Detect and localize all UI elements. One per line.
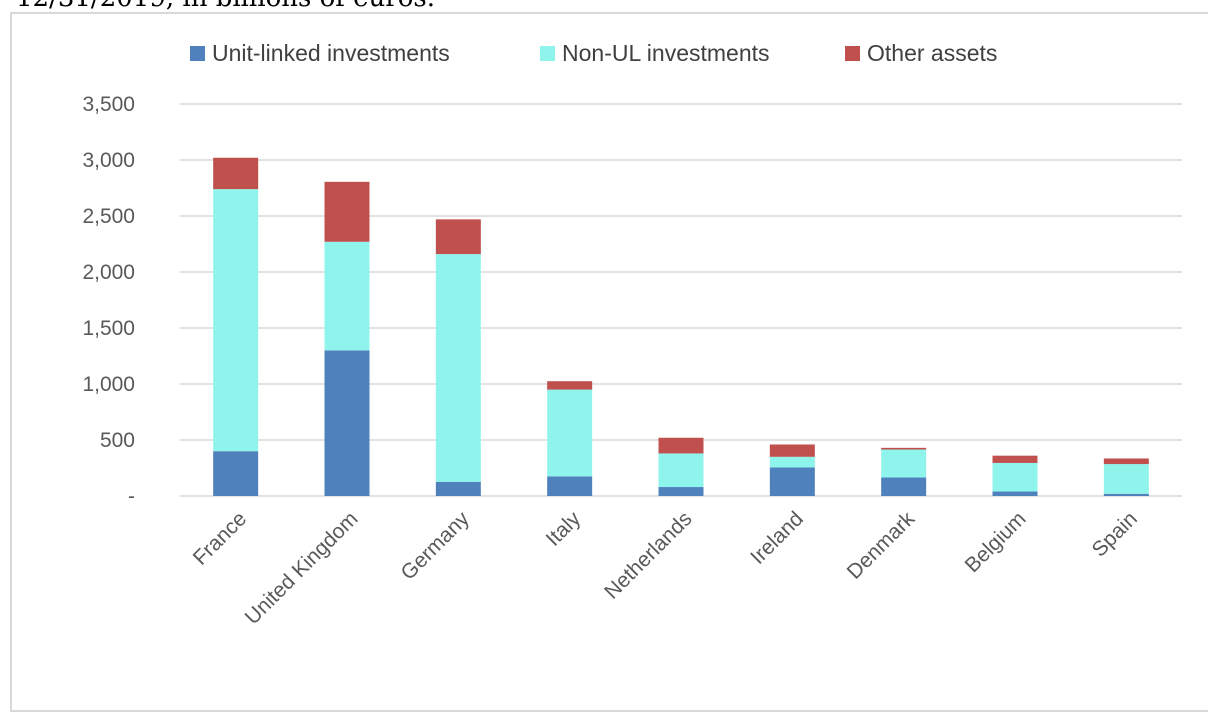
legend-swatch [540, 46, 555, 61]
bar-segment [547, 381, 593, 390]
bar-segment [213, 451, 259, 496]
y-tick-label: 2,000 [82, 261, 135, 284]
legend-label: Non-UL investments [562, 40, 770, 66]
bar-segment [658, 437, 704, 454]
x-tick-label: Belgium [961, 507, 1031, 577]
bar-segment [435, 219, 481, 255]
y-tick-label: 1,000 [82, 373, 135, 396]
bar-segment [213, 157, 259, 190]
legend-label: Other assets [867, 40, 997, 66]
legend: Unit-linked investments Non-UL investment… [190, 40, 997, 66]
bar-segment [547, 389, 593, 477]
bar-segment [992, 455, 1038, 463]
y-tick-label: - [128, 485, 135, 508]
x-tick-label: Ireland [746, 507, 808, 569]
bar-segment [1103, 464, 1149, 494]
y-tick-label: 1,500 [82, 317, 135, 340]
bar-segment [435, 482, 481, 496]
bars [213, 157, 1149, 496]
bar-segment [881, 449, 927, 478]
stacked-bar-chart: - 500 1,000 1,500 2,000 2,500 3,000 3,500 Franc… [82, 40, 1182, 629]
y-tick-label: 3,000 [82, 149, 135, 172]
x-tick-label: Denmark [843, 507, 920, 584]
bar-segment [547, 476, 593, 496]
x-tick-label: Germany [397, 507, 475, 585]
bar-segment [1103, 493, 1149, 496]
bar-segment [1103, 458, 1149, 465]
bar-segment [324, 181, 370, 242]
figure-caption: 12/31/2019, in billions of euros. [16, 0, 916, 18]
legend-swatch [845, 46, 860, 61]
bar-segment [324, 350, 370, 496]
bar-segment [992, 491, 1038, 496]
bar-segment [881, 477, 927, 496]
legend-swatch [190, 46, 205, 61]
bar-segment [658, 487, 704, 496]
x-tick-label: United Kingdom [241, 507, 363, 629]
bar-segment [769, 467, 815, 496]
x-tick-label: Netherlands [600, 507, 696, 603]
bar-segment [435, 254, 481, 482]
bar-segment [769, 444, 815, 457]
bar-segment [881, 447, 927, 450]
x-tick-label: Italy [542, 507, 586, 551]
bar-segment [658, 453, 704, 488]
y-tick-label: 3,500 [82, 93, 135, 116]
legend-label: Unit-linked investments [212, 40, 450, 66]
x-tick-label: France [189, 507, 251, 569]
bar-segment [213, 189, 259, 452]
bar-segment [992, 462, 1038, 492]
y-tick-label: 2,500 [82, 205, 135, 228]
bar-segment [324, 241, 370, 351]
bar-segment [769, 456, 815, 468]
y-tick-label: 500 [100, 429, 135, 452]
x-tick-label: Spain [1088, 507, 1142, 561]
y-axis-ticks: - 500 1,000 1,500 2,000 2,500 3,000 3,500 [82, 93, 135, 508]
